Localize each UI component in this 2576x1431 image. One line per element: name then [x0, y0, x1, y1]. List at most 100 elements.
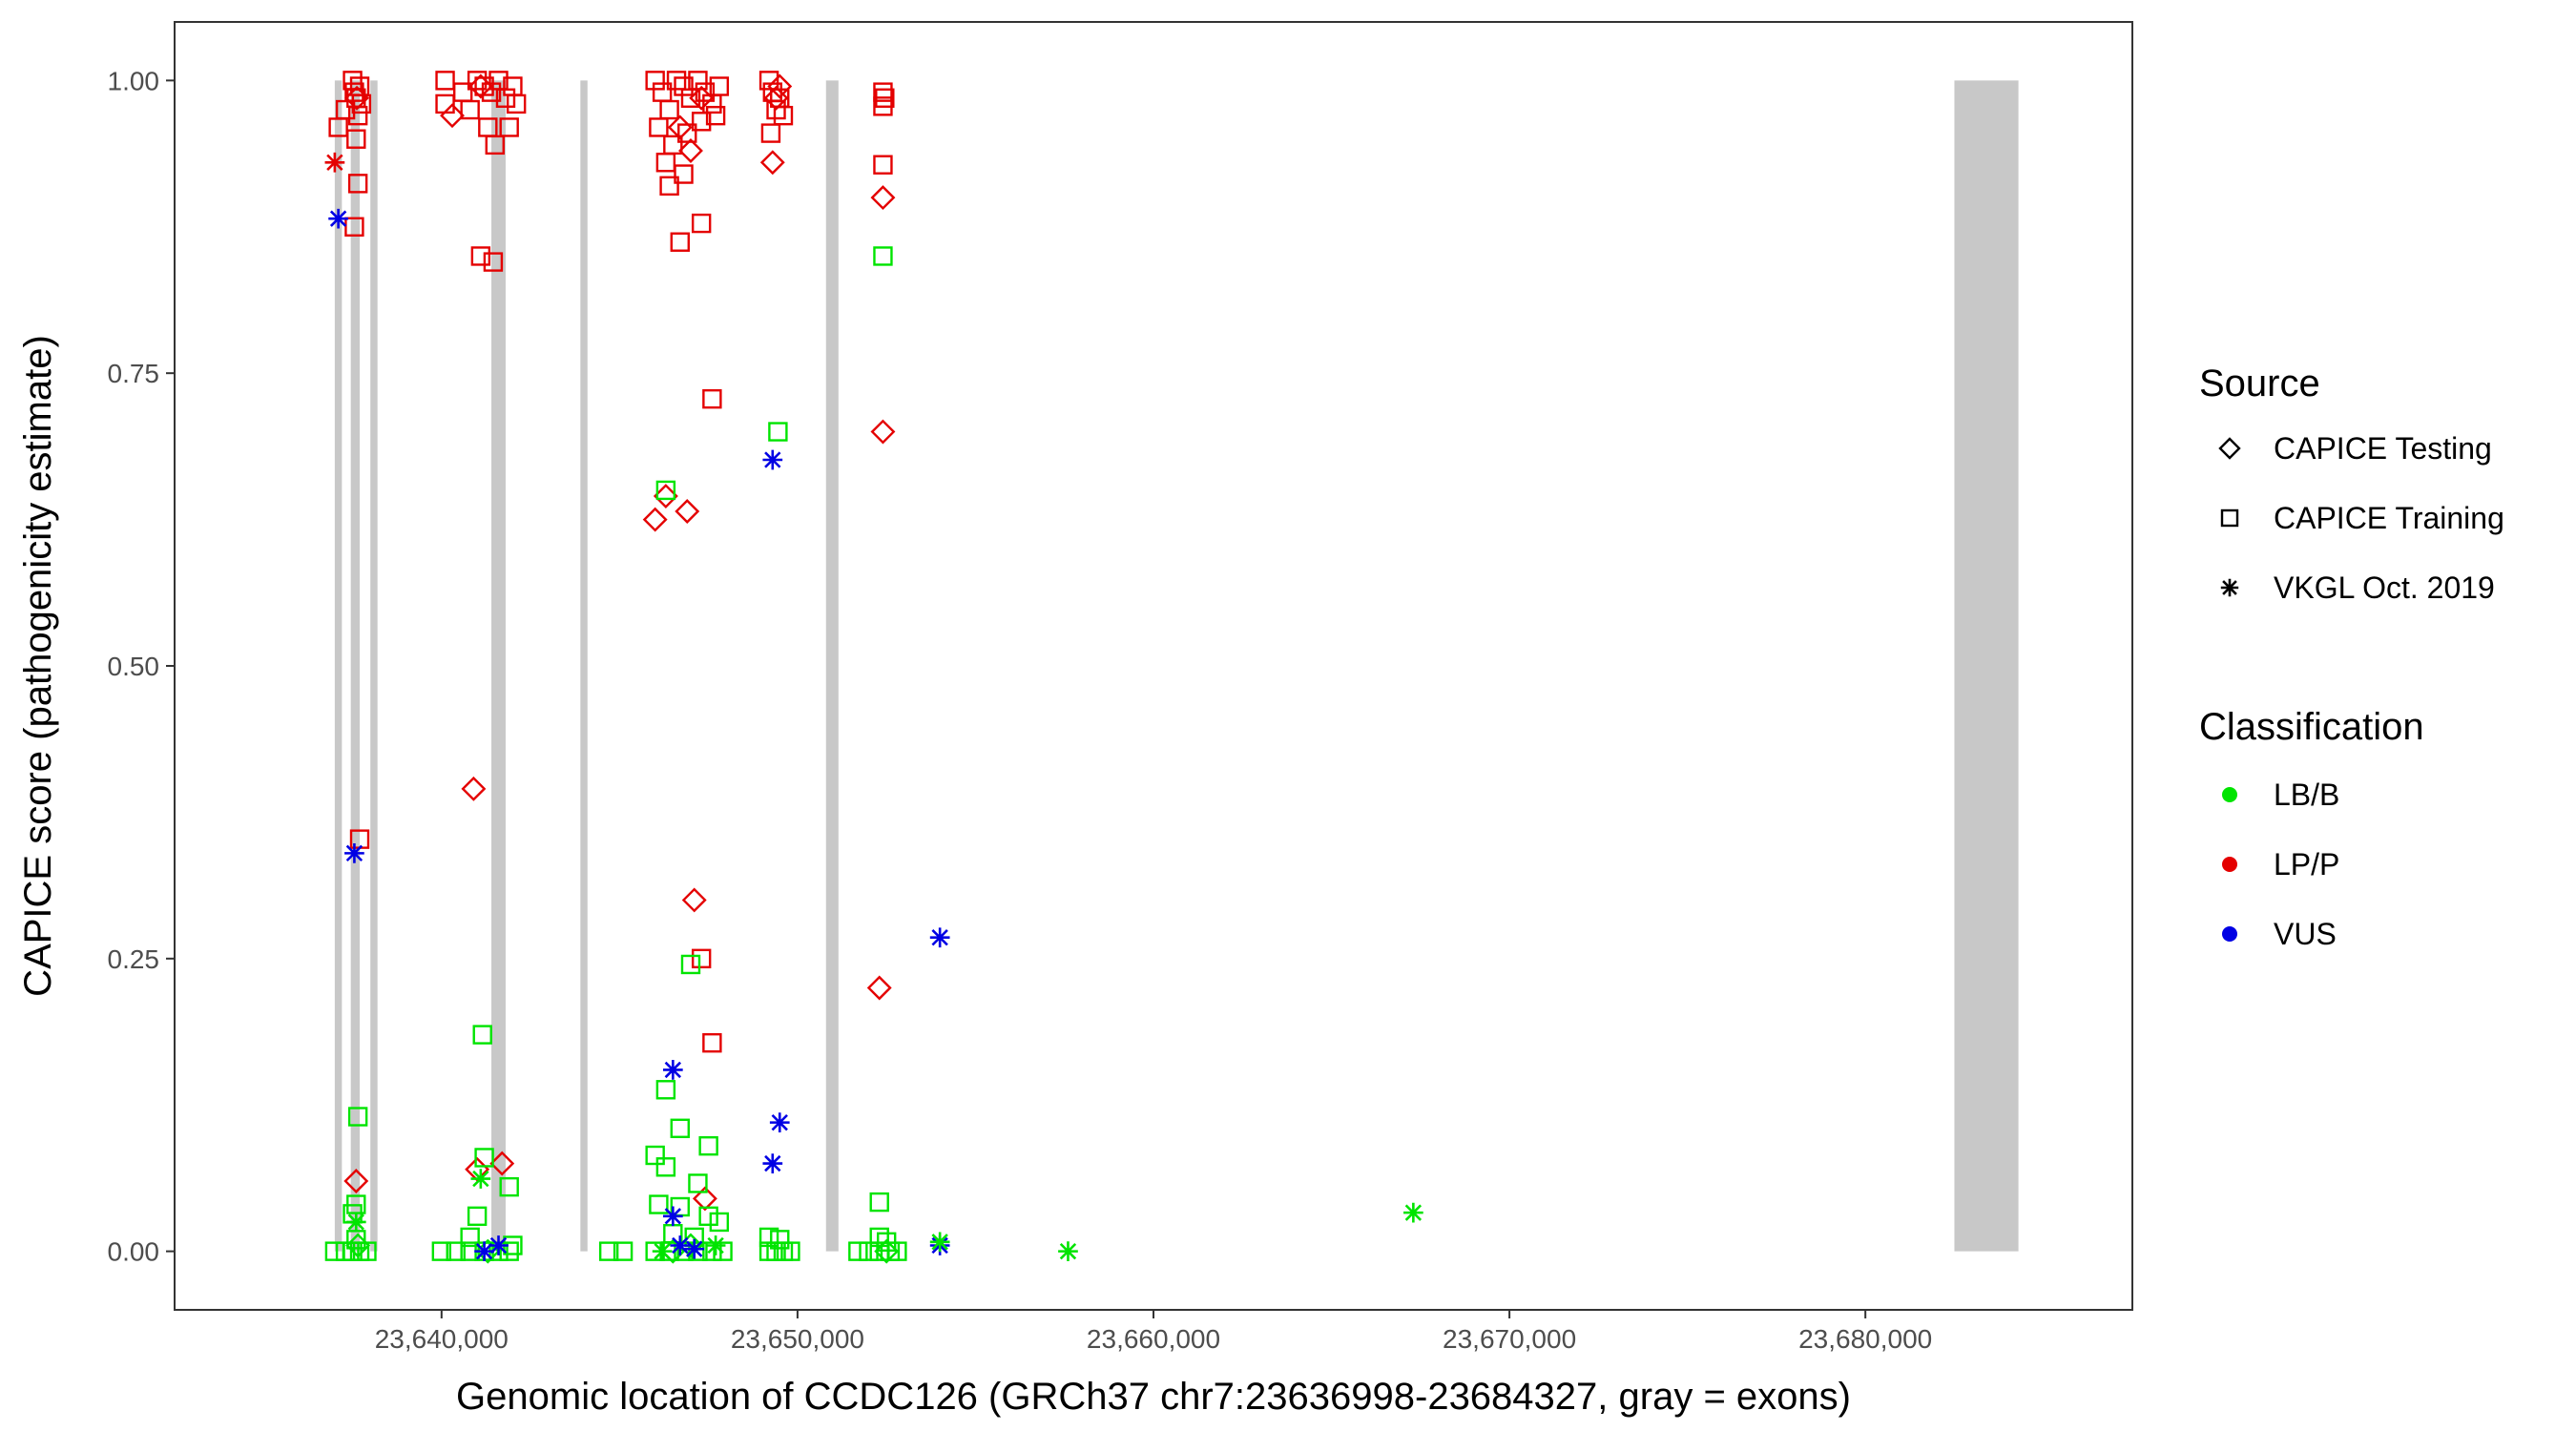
plot-panel: [175, 22, 2132, 1310]
data-point: [474, 1241, 494, 1261]
data-point: [461, 776, 487, 801]
data-point: [649, 117, 669, 137]
data-point: [674, 164, 694, 184]
data-point: [1403, 1202, 1423, 1223]
data-point: [866, 975, 892, 1001]
data-point: [692, 1186, 717, 1212]
data-point: [347, 105, 368, 126]
data-point: [446, 1241, 466, 1261]
data-point: [467, 1206, 488, 1227]
data-point: [702, 388, 722, 409]
data-point: [485, 135, 505, 156]
data-point: [474, 76, 494, 96]
data-point: [873, 246, 893, 266]
data-point: [770, 1230, 790, 1250]
data-point: [659, 176, 679, 197]
legend-label-classification: LP/P: [2274, 847, 2339, 881]
legend-title-classification: Classification: [2199, 706, 2424, 748]
data-point: [435, 71, 455, 91]
data-point: [344, 82, 364, 102]
legend-key-dot: [2222, 787, 2237, 802]
data-point: [766, 99, 786, 120]
data-point: [649, 1194, 669, 1214]
exon-regions: [334, 80, 2019, 1252]
data-point: [662, 1206, 683, 1227]
data-point: [698, 1206, 718, 1227]
data-point: [645, 71, 665, 91]
data-point: [460, 99, 480, 120]
data-point: [659, 99, 679, 120]
data-point: [688, 71, 708, 91]
data-point: [873, 82, 893, 102]
x-tick-label: 23,680,000: [1798, 1324, 1932, 1354]
data-point: [678, 138, 703, 163]
legend-label-source: CAPICE Training: [2274, 501, 2504, 535]
y-axis-title: CAPICE score (pathogenicity estimate): [17, 335, 59, 997]
data-point: [691, 213, 712, 234]
data-point: [677, 123, 697, 143]
y-tick-label: 0.50: [108, 652, 160, 681]
data-point: [695, 82, 716, 102]
data-point: [680, 954, 701, 975]
data-point: [474, 1148, 494, 1168]
x-tick-label: 23,640,000: [375, 1324, 509, 1354]
data-point: [691, 112, 712, 132]
exon-band-1: [334, 80, 343, 1252]
data-point: [780, 1241, 800, 1261]
legend-label-classification: VUS: [2274, 917, 2337, 951]
legend-key-dot: [2222, 926, 2237, 942]
data-point: [758, 1227, 779, 1248]
data-point: [435, 93, 455, 114]
data-point: [324, 152, 345, 173]
data-point: [848, 1241, 868, 1261]
data-point: [691, 948, 712, 969]
data-point: [344, 843, 364, 863]
data-point: [760, 123, 781, 143]
data-point: [688, 1173, 708, 1193]
y-tick-label: 0.25: [108, 944, 160, 974]
data-point: [470, 246, 491, 266]
data-point: [709, 76, 730, 96]
data-point: [670, 1235, 691, 1255]
data-point: [345, 1212, 366, 1233]
data-point: [460, 1227, 480, 1248]
data-point: [870, 419, 896, 445]
exon-band-3: [370, 80, 378, 1252]
data-point: [759, 150, 785, 176]
data-point: [666, 71, 687, 91]
data-point: [346, 129, 366, 149]
x-tick-label: 23,670,000: [1443, 1324, 1576, 1354]
data-point: [870, 185, 896, 211]
data-point: [481, 82, 502, 102]
data-point: [929, 927, 950, 948]
legend-label-source: CAPICE Testing: [2274, 431, 2492, 466]
y-tick-label: 0.75: [108, 359, 160, 388]
data-point: [929, 1232, 950, 1253]
data-point: [613, 1241, 634, 1261]
data-point: [467, 71, 488, 91]
data-point: [674, 76, 694, 96]
legend: Source CAPICE Testing CAPICE Training VKGL …: [2199, 363, 2504, 951]
legend-label-classification: LB/B: [2274, 778, 2339, 812]
data-point: [499, 1241, 519, 1261]
data-point: [762, 449, 783, 470]
legend-title-source: Source: [2199, 363, 2320, 404]
data-point: [653, 484, 678, 508]
data-point: [769, 1112, 790, 1132]
x-tick-label: 23,660,000: [1087, 1324, 1220, 1354]
exon-band-5: [580, 80, 588, 1252]
y-axis: 0.00 0.25 0.50 0.75 1.00: [108, 66, 175, 1267]
data-point: [472, 1025, 492, 1045]
data-point: [495, 88, 516, 108]
data-point: [655, 1157, 676, 1177]
data-point: [670, 1118, 690, 1138]
data-point: [681, 887, 707, 913]
data-point: [713, 1241, 733, 1261]
data-point: [506, 93, 527, 114]
data-point: [874, 1238, 900, 1264]
data-point: [488, 1235, 509, 1255]
data-point: [655, 1080, 676, 1100]
data-point: [652, 1241, 673, 1261]
data-point: [859, 1241, 879, 1261]
